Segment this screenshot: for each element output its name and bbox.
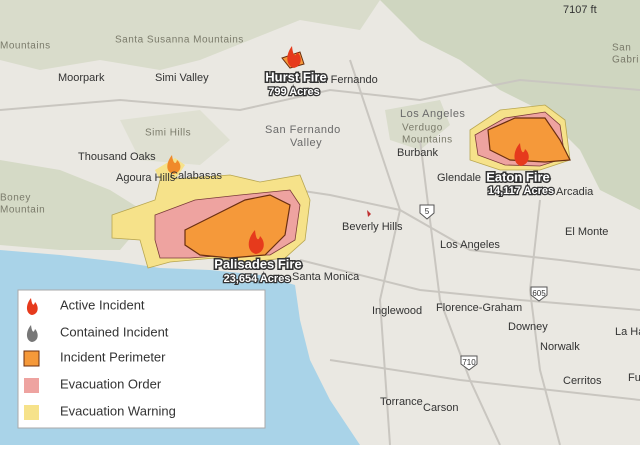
- place-label: Beverly Hills: [342, 221, 403, 233]
- legend-box: [17, 289, 266, 429]
- fire-icons: [167, 46, 529, 254]
- incident-perimeter: [184, 194, 291, 259]
- place-label: Mountains: [402, 135, 453, 146]
- place-label: La Habra: [615, 326, 640, 338]
- place-label: San Fernando: [265, 124, 341, 136]
- place-label: Glendale: [437, 172, 481, 184]
- legend-label: Evacuation Warning: [60, 403, 176, 418]
- place-label: Gabri: [612, 55, 639, 66]
- legend-swatch: [23, 350, 40, 367]
- highway-label: 5: [425, 207, 430, 216]
- place-label: Norwalk: [540, 341, 580, 353]
- place-label: Thousand Oaks: [78, 151, 156, 163]
- fire-name: Palisades Fire: [214, 256, 301, 271]
- place-label: Simi Hills: [145, 128, 191, 139]
- legend-swatch: [24, 378, 39, 393]
- place-label: San Fernando: [308, 74, 378, 86]
- place-label: Boney: [0, 193, 31, 204]
- place-label: Verdugo: [402, 123, 443, 134]
- place-label: Moorpark: [58, 72, 105, 84]
- highway-label: 605: [532, 289, 546, 298]
- mountain-area: [120, 110, 230, 165]
- incident-perimeter: [367, 210, 371, 217]
- place-label: Los Angeles: [400, 108, 465, 120]
- place-label: Mountain: [0, 205, 45, 216]
- mountain-area: [385, 100, 450, 150]
- place-label: Fu: [628, 372, 640, 384]
- fire-name: Eaton Fire: [486, 169, 550, 184]
- incident-perimeter: [487, 117, 571, 163]
- highway-label: 710: [462, 358, 476, 367]
- highway-shields: 5 605 710: [419, 204, 548, 371]
- mountain-area: [0, 0, 380, 70]
- fire-acres: 14,117 Acres: [488, 185, 554, 197]
- legend-swatch: [24, 405, 39, 420]
- place-label: Santa Susanna Mountains: [115, 35, 244, 46]
- place-label: Santa Monica: [292, 271, 360, 283]
- legend-icon: [26, 298, 38, 315]
- place-label: Arcadia: [556, 186, 594, 198]
- place-label: Calabasas: [170, 170, 222, 182]
- place-label: Mountains: [0, 41, 51, 52]
- place-label: Downey: [508, 321, 548, 333]
- fire-name: Hurst Fire: [265, 69, 326, 84]
- mountain-area: [380, 0, 640, 210]
- place-label: Burbank: [397, 147, 438, 159]
- place-label: Agoura Hills: [116, 172, 176, 184]
- place-label: 7107 ft: [563, 4, 597, 16]
- place-label: San: [612, 43, 631, 54]
- place-label: Valley: [290, 137, 322, 149]
- legend-label: Evacuation Order: [60, 376, 162, 391]
- place-label: Los Angeles: [440, 239, 500, 251]
- legend-label: Incident Perimeter: [60, 349, 166, 364]
- roads: [0, 59, 640, 446]
- place-label: Torrance: [380, 396, 423, 408]
- legend: Active Incident Contained Incident Incid…: [17, 289, 266, 429]
- place-label: Cerritos: [563, 375, 602, 387]
- legend-label: Contained Incident: [60, 324, 169, 339]
- legend-label: Active Incident: [60, 297, 145, 312]
- place-label: Simi Valley: [155, 72, 209, 84]
- place-label: Carson: [423, 402, 458, 414]
- place-label: Florence-Graham: [436, 302, 522, 314]
- place-label: Inglewood: [372, 305, 422, 317]
- legend-icon: [26, 325, 38, 342]
- fire-acres: 799 Acres: [268, 86, 320, 98]
- place-label: El Monte: [565, 226, 608, 238]
- fire-acres: 23,654 Acres: [224, 273, 291, 285]
